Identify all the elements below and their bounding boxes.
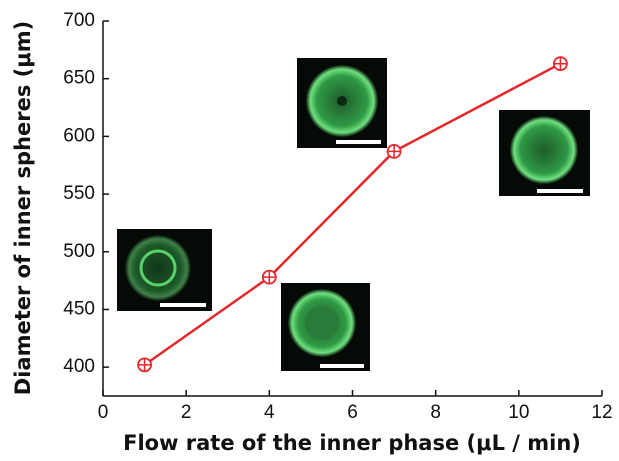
inset-image xyxy=(281,283,370,371)
data-point xyxy=(261,269,277,285)
data-point xyxy=(386,143,402,159)
x-tick-label: 2 xyxy=(181,402,192,423)
data-line xyxy=(143,62,561,366)
x-tick-label: 4 xyxy=(264,402,275,423)
marker-cross xyxy=(387,144,401,158)
marker-cross xyxy=(262,270,276,284)
inset-image xyxy=(117,229,212,311)
y-tick-label: 600 xyxy=(63,125,95,146)
y-axis-label: Diameter of inner spheres (μm) xyxy=(11,21,35,395)
inset-image xyxy=(297,58,387,148)
y-tick-label: 500 xyxy=(63,241,95,262)
x-tick-label: 8 xyxy=(430,402,441,423)
y-tick-label: 650 xyxy=(63,68,95,89)
y-tick-label: 550 xyxy=(63,183,95,204)
x-axis-label: Flow rate of the inner phase (μL / min) xyxy=(123,431,581,455)
data-point xyxy=(553,56,568,72)
x-tick-label: 12 xyxy=(591,402,612,423)
inset-image xyxy=(499,110,590,196)
y-tick-label: 400 xyxy=(63,356,95,377)
x-tick-label: 10 xyxy=(508,402,529,423)
y-tick-label: 700 xyxy=(63,10,95,31)
x-tick-label: 6 xyxy=(347,402,358,423)
data-point xyxy=(137,357,152,373)
marker-cross xyxy=(553,57,567,71)
y-tick-label: 450 xyxy=(63,298,95,319)
x-tick-label: 0 xyxy=(98,402,109,423)
marker-cross xyxy=(138,358,152,372)
